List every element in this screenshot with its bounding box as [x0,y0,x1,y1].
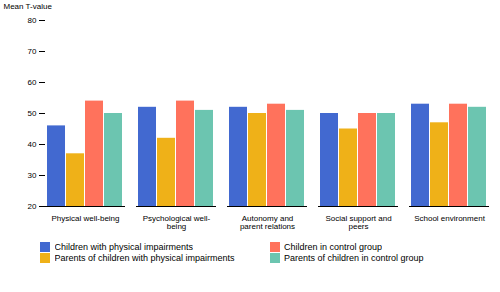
svg-text:80: 80 [28,16,37,25]
svg-text:70: 70 [28,47,37,56]
svg-text:Physical well-being: Physical well-being [51,214,119,223]
svg-text:20: 20 [28,202,37,211]
svg-text:Social support andpeers: Social support andpeers [325,214,391,231]
svg-text:Mean T-value: Mean T-value [4,2,53,11]
svg-text:School environment: School environment [414,214,485,223]
html-text:Parents of children in control: Parents of children in control group [284,253,424,263]
html-text:Parents of children with physi: Parents of children with physical impair… [54,253,235,263]
svg-text:Psychological well-being: Psychological well-being [143,214,211,231]
svg-text:60: 60 [28,78,37,87]
html-text:Children in control group: Children in control group [284,242,383,252]
svg-text:50: 50 [28,109,37,118]
svg-text:40: 40 [28,140,37,149]
svg-text:30: 30 [28,171,37,180]
svg-text:Autonomy andparent relations: Autonomy andparent relations [240,214,295,231]
html-text:Children with physical impairm: Children with physical impairments [54,242,194,252]
